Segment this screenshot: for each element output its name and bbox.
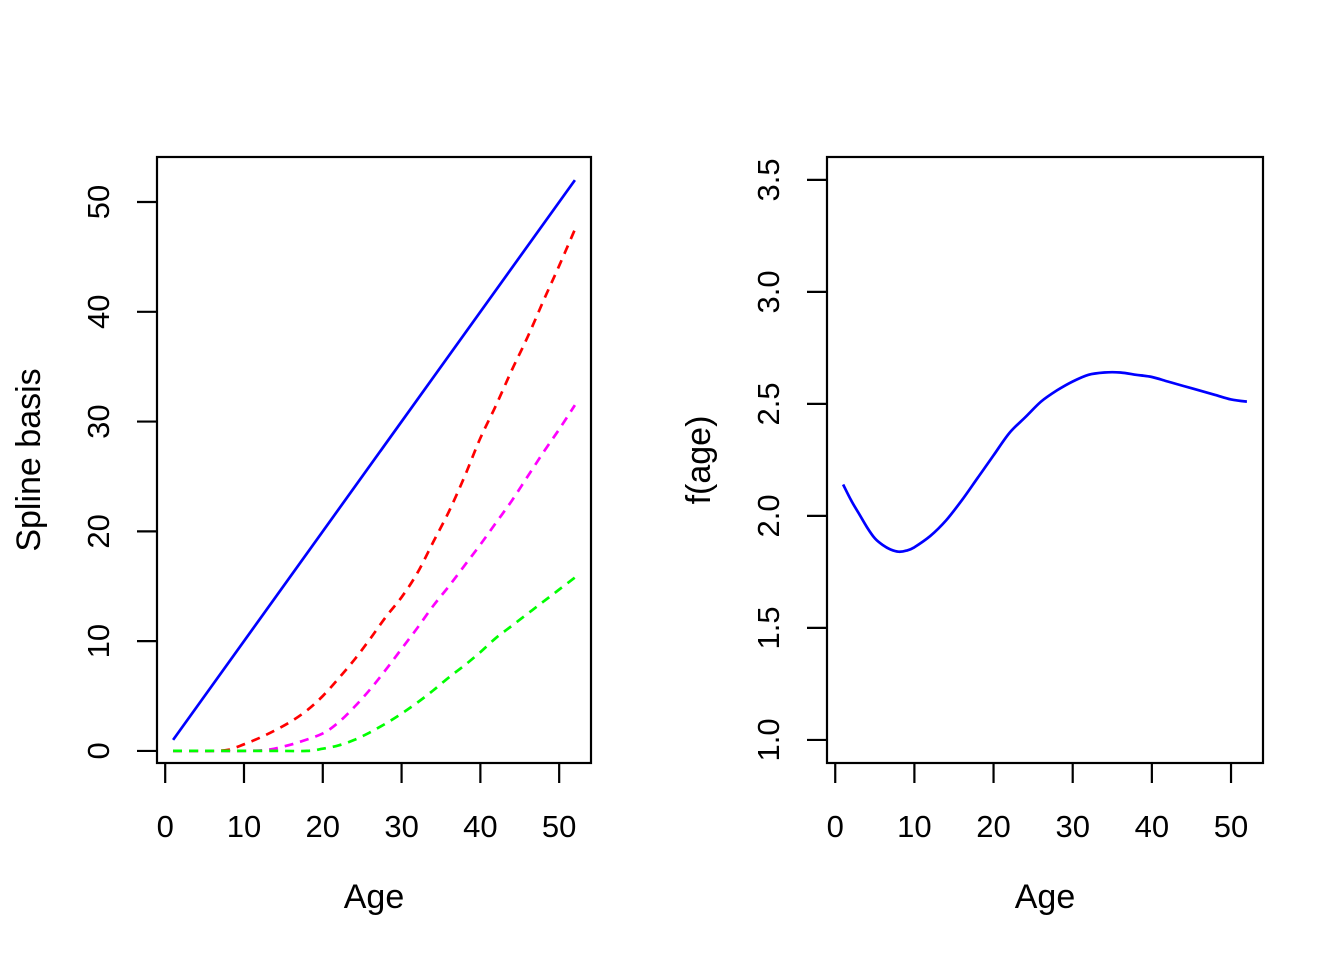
left-y-tick-label: 0 bbox=[81, 742, 116, 759]
right-y-tick-label: 2.5 bbox=[751, 382, 786, 425]
right-y-tick-label: 3.5 bbox=[751, 158, 786, 201]
left-x-tick-label: 50 bbox=[542, 809, 576, 844]
left-x-tick-label: 20 bbox=[306, 809, 340, 844]
left-series-basis-truncated-power-knot8 bbox=[173, 228, 577, 753]
left-y-tick-label: 20 bbox=[81, 514, 116, 548]
left-panel-yaxis-title: Spline basis bbox=[10, 368, 48, 551]
right-y-tick-label: 1.0 bbox=[751, 718, 786, 761]
left-x-tick-label: 30 bbox=[384, 809, 418, 844]
right-x-tick-label: 0 bbox=[827, 809, 844, 844]
right-y-tick-label: 3.0 bbox=[751, 270, 786, 313]
left-y-tick-label: 10 bbox=[81, 624, 116, 658]
right-x-tick-label: 40 bbox=[1135, 809, 1169, 844]
left-plot-box bbox=[155, 155, 593, 765]
plot-render-layer: 0 10 20 30 40 50 0 10 20 30 40 50 0 10 20 30 40 50 1.0 1.5 2… bbox=[81, 155, 1265, 844]
right-panel-yaxis-title: f(age) bbox=[680, 416, 718, 505]
right-x-tick-label: 20 bbox=[976, 809, 1010, 844]
left-y-tick-label: 50 bbox=[81, 185, 116, 219]
right-plot-box bbox=[825, 155, 1265, 765]
left-x-tick-label: 10 bbox=[227, 809, 261, 844]
right-x-tick-label: 50 bbox=[1214, 809, 1248, 844]
left-x-tick-label: 40 bbox=[463, 809, 497, 844]
right-series-fitted-spline-f-age bbox=[841, 370, 1248, 554]
left-series-basis-truncated-power-knot13 bbox=[173, 404, 577, 753]
left-y-tick-label: 40 bbox=[81, 295, 116, 329]
right-panel-xaxis-title: Age bbox=[1015, 878, 1076, 916]
left-series-basis-linear bbox=[172, 179, 576, 741]
left-panel-xaxis-title: Age bbox=[344, 878, 405, 916]
right-x-tick-label: 10 bbox=[897, 809, 931, 844]
left-series-basis-truncated-power-knot22 bbox=[173, 576, 576, 753]
left-y-tick-label: 30 bbox=[81, 404, 116, 438]
right-x-tick-label: 30 bbox=[1055, 809, 1089, 844]
left-x-tick-label: 0 bbox=[157, 809, 174, 844]
right-y-tick-label: 1.5 bbox=[751, 606, 786, 649]
right-y-tick-label: 2.0 bbox=[751, 494, 786, 537]
